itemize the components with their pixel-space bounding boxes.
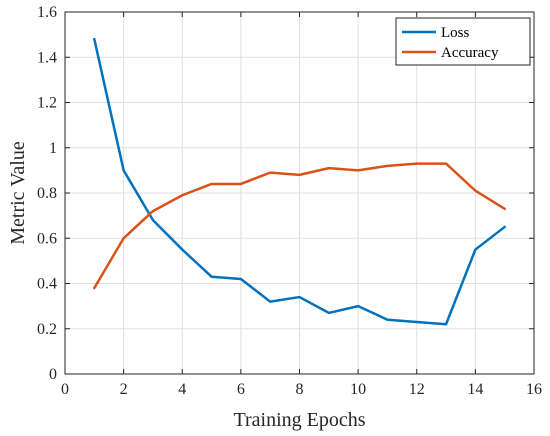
legend-label-accuracy: Accuracy bbox=[441, 45, 499, 61]
x-tick-label: 12 bbox=[409, 381, 425, 398]
axis-ticks: 0 2 4 6 8 10 12 14 16 0 0.2 0.4 0.6 0.8 1 1.2 1.4 1.6 bbox=[37, 4, 542, 398]
y-tick-label: 1.4 bbox=[37, 49, 57, 66]
x-tick-label: 16 bbox=[526, 381, 542, 398]
series-lines bbox=[93, 37, 506, 326]
x-tick-label: 2 bbox=[120, 381, 128, 398]
legend: Loss Accuracy bbox=[395, 17, 531, 66]
legend-label-loss: Loss bbox=[441, 25, 470, 41]
x-tick-label: 4 bbox=[178, 381, 186, 398]
x-tick-label: 0 bbox=[61, 381, 69, 398]
x-tick-label: 6 bbox=[237, 381, 245, 398]
y-axis-label: Metric Value bbox=[7, 141, 29, 245]
legend-box bbox=[395, 17, 531, 66]
y-tick-label: 0.2 bbox=[37, 321, 57, 338]
y-tick-label: 0.6 bbox=[37, 230, 57, 247]
y-tick-label: 0 bbox=[49, 366, 57, 383]
x-axis-label: Training Epochs bbox=[233, 409, 365, 431]
x-tick-label: 8 bbox=[296, 381, 304, 398]
y-tick-label: 1.6 bbox=[37, 4, 57, 21]
x-tick-label: 14 bbox=[467, 381, 483, 398]
y-tick-label: 0.8 bbox=[37, 185, 57, 202]
y-tick-label: 1.2 bbox=[37, 95, 57, 112]
y-tick-label: 1 bbox=[49, 140, 57, 157]
y-tick-label: 0.4 bbox=[37, 276, 57, 293]
x-tick-label: 10 bbox=[350, 381, 366, 398]
